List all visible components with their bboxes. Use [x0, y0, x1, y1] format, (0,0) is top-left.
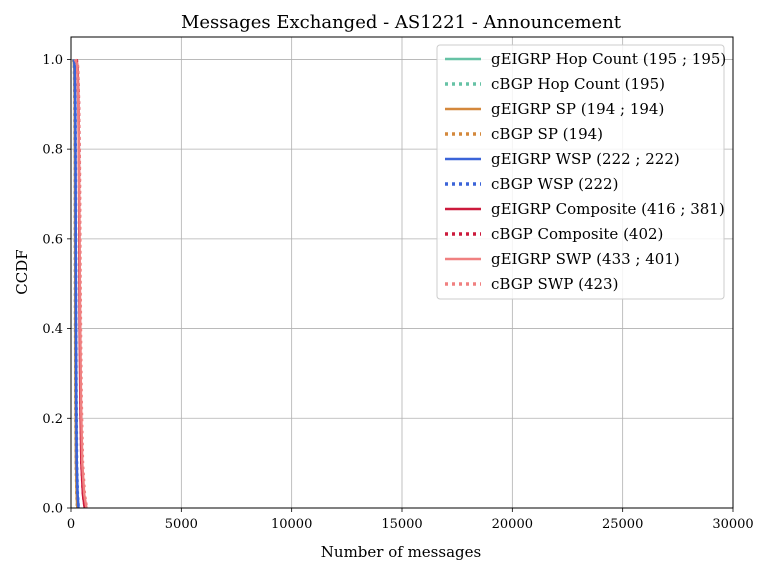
legend-label: gEIGRP Composite (416 ; 381) [491, 200, 725, 218]
y-tick-label: 0.0 [42, 502, 63, 517]
legend-label: gEIGRP WSP (222 ; 222) [491, 150, 680, 168]
legend-box [436, 44, 725, 300]
series-line-10 [73, 58, 89, 509]
x-axis-label: Number of messages [321, 543, 481, 561]
legend-label: cBGP SP (194) [491, 125, 603, 143]
chart-title: Messages Exchanged - AS1221 - Announceme… [181, 12, 622, 33]
x-tick-label: 5000 [165, 517, 198, 532]
y-tick-label: 0.8 [42, 143, 63, 158]
x-axis: 0 5000 10000 15000 20000 25000 30000 [67, 508, 754, 532]
y-axis: 0.0 0.2 0.4 0.6 0.8 1.0 [42, 53, 71, 517]
series-group [72, 58, 89, 509]
legend-label: gEIGRP Hop Count (195 ; 195) [491, 50, 726, 68]
legend-label: cBGP SWP (423) [491, 275, 618, 293]
y-tick-label: 1.0 [42, 53, 63, 68]
y-tick-label: 0.2 [42, 412, 63, 427]
legend-label: gEIGRP SWP (433 ; 401) [491, 250, 680, 268]
x-tick-label: 10000 [271, 517, 312, 532]
series-line-6 [72, 59, 80, 509]
x-tick-label: 25000 [602, 517, 643, 532]
legend-label: cBGP Hop Count (195) [491, 75, 665, 93]
x-tick-label: 20000 [492, 517, 533, 532]
legend: gEIGRP Hop Count (195 ; 195) cBGP Hop Cou… [436, 44, 726, 300]
legend-label: gEIGRP SP (194 ; 194) [491, 100, 664, 118]
legend-label: cBGP WSP (222) [491, 175, 618, 193]
x-tick-label: 15000 [381, 517, 422, 532]
y-tick-label: 0.6 [42, 232, 63, 247]
x-tick-label: 0 [67, 517, 75, 532]
y-axis-label: CCDF [13, 249, 31, 294]
y-tick-label: 0.4 [42, 322, 63, 337]
x-tick-label: 30000 [712, 517, 753, 532]
legend-label: cBGP Composite (402) [491, 225, 663, 243]
